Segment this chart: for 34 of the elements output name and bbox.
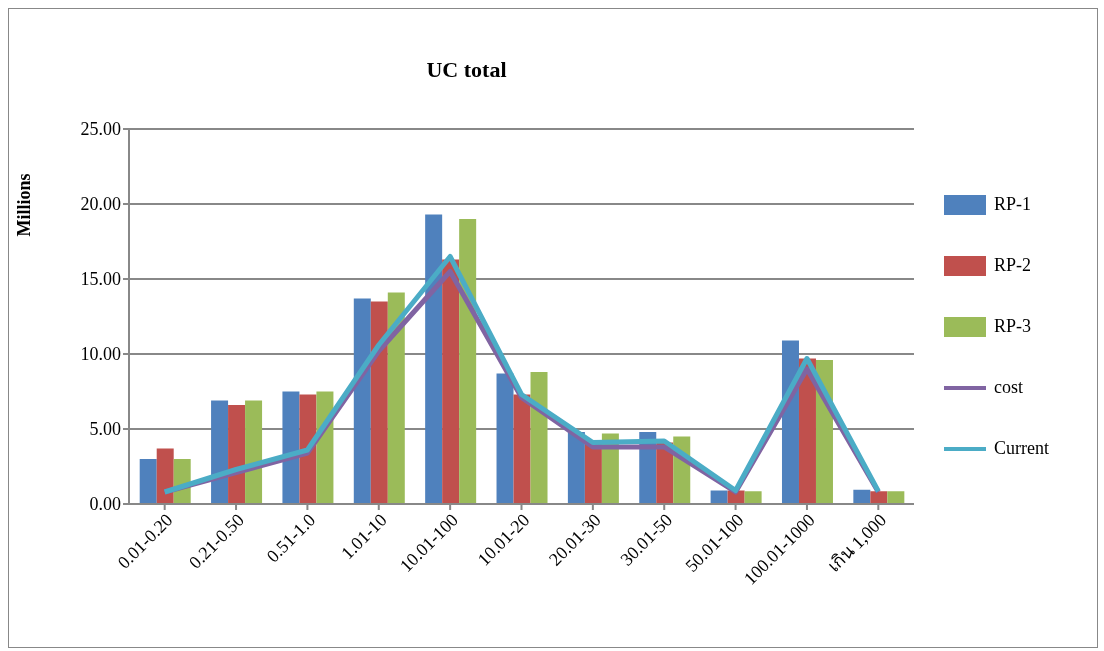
bar [353, 298, 371, 504]
bar [584, 444, 602, 504]
bar [245, 400, 263, 504]
y-axis-title: Millions [14, 173, 35, 237]
y-tick-label: 0.00 [89, 494, 121, 515]
bar [442, 259, 460, 504]
bar [156, 448, 174, 504]
bar [744, 491, 762, 504]
bar [496, 373, 514, 504]
bar [211, 400, 229, 504]
bar [282, 391, 300, 504]
bar [530, 372, 548, 504]
y-tick-label: 10.00 [80, 344, 121, 365]
bar [513, 394, 531, 504]
y-tick-label: 20.00 [80, 194, 121, 215]
y-tick-label: 5.00 [89, 419, 121, 440]
chart-title: UC total [425, 57, 508, 83]
bar [139, 459, 157, 504]
bar [228, 405, 246, 504]
y-tick-label: 25.00 [80, 119, 121, 140]
legend-label: RP-3 [994, 316, 1032, 337]
bar [370, 301, 388, 504]
bar [870, 491, 888, 504]
legend-label: Current [994, 438, 1049, 459]
bar [853, 489, 871, 504]
legend-label: cost [994, 377, 1023, 398]
bar [567, 432, 585, 504]
bar [425, 214, 443, 504]
y-tick-label: 15.00 [80, 269, 121, 290]
legend-label: RP-2 [994, 255, 1032, 276]
legend-label: RP-1 [994, 194, 1032, 215]
bar [459, 219, 477, 504]
bar [887, 491, 905, 504]
bar [387, 292, 405, 504]
